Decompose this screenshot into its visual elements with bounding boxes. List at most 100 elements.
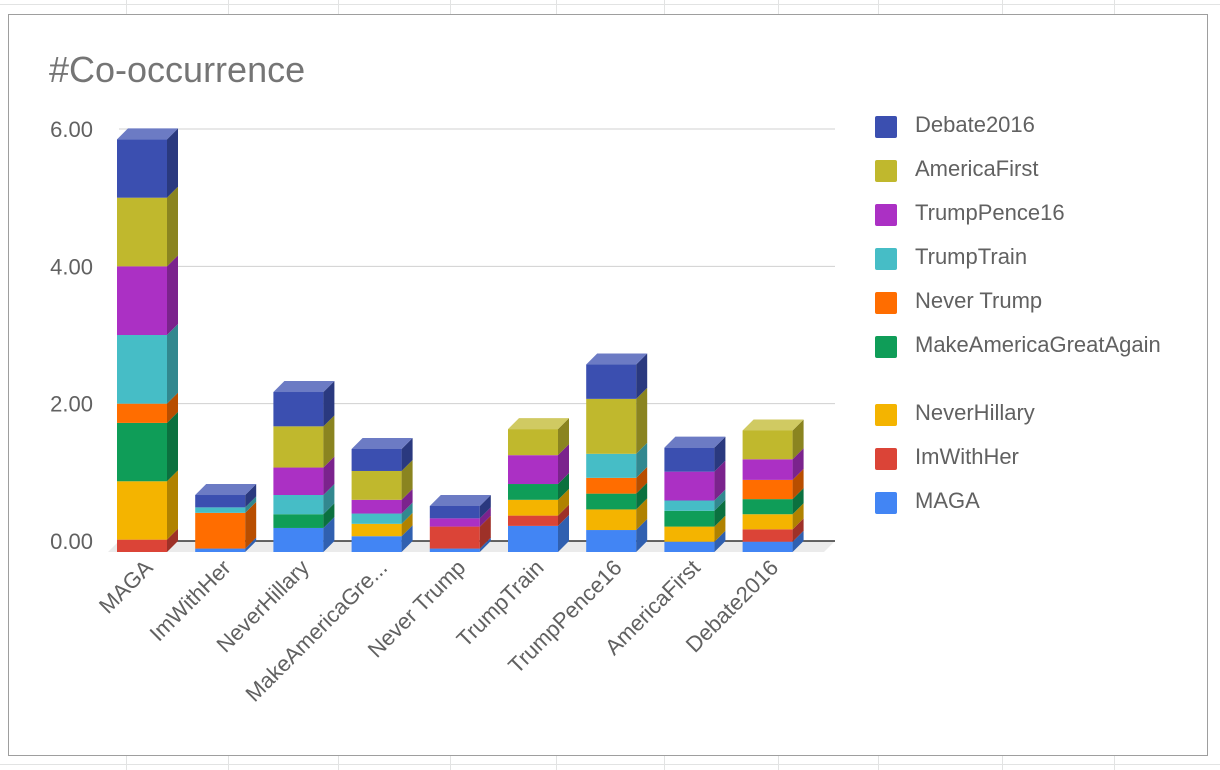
bar-segment	[742, 459, 793, 480]
bar-segment-side	[323, 415, 335, 468]
bar-segment-side	[714, 460, 726, 501]
legend-label: AmericaFirst	[915, 156, 1039, 181]
bar-segment-side	[401, 438, 413, 471]
bar-segment-side	[636, 519, 648, 552]
bar-segment-side	[558, 473, 569, 500]
legend-item[interactable]: TrumpPence16	[875, 201, 1175, 226]
bar-segment	[742, 479, 793, 500]
bar-segment-side	[401, 502, 413, 524]
bar-segment	[273, 514, 324, 528]
bar-segment-side	[479, 515, 491, 549]
bar-segment-side	[636, 466, 648, 494]
y-tick-label: 0.00	[50, 529, 93, 554]
legend-label: MAGA	[915, 488, 980, 513]
legend-item[interactable]: TrumpTrain	[875, 245, 1175, 270]
bar-segment	[429, 526, 480, 549]
legend-item[interactable]: ImWithHer	[875, 445, 1175, 470]
bar-segment	[664, 447, 715, 472]
bar-segment-side	[636, 482, 648, 510]
bar-top	[586, 353, 648, 365]
bar-segment	[117, 422, 167, 482]
bar-segment	[586, 509, 637, 531]
bar-segment	[117, 139, 167, 198]
bar-segment-side	[245, 501, 257, 549]
bar-top	[117, 128, 178, 140]
bar-segment-side	[479, 537, 491, 552]
bar-segment-side	[167, 186, 178, 267]
bar-segment-side	[792, 518, 804, 542]
bar-segment-side	[323, 381, 335, 427]
bar-segment	[351, 523, 402, 537]
bar-segment-side	[558, 514, 569, 552]
bar-segment-side	[323, 456, 335, 496]
bar-segment	[429, 548, 480, 552]
bar-segment-side	[558, 504, 569, 526]
y-tick-label: 4.00	[50, 254, 93, 279]
bar-segment	[664, 541, 715, 552]
bar-segment-side	[714, 515, 726, 542]
plot-area: 0.002.004.006.00MAGAImWithHerNeverHillar…	[50, 117, 835, 707]
y-tick-label: 2.00	[50, 392, 93, 417]
legend-label: Never Trump	[915, 288, 1043, 313]
bar-top	[273, 381, 335, 393]
bar-segment	[273, 467, 324, 496]
legend-item[interactable]: Debate2016	[875, 113, 1175, 138]
legend-item[interactable]: MakeAmericaGreatAgain	[875, 333, 1175, 358]
bar-segment-side	[167, 324, 178, 404]
legend-label: ImWithHer	[915, 444, 1019, 469]
bar-segment-side	[636, 387, 648, 454]
bar-segment-side	[323, 503, 335, 528]
legend-swatch	[875, 160, 897, 182]
bar-segment	[586, 493, 637, 510]
bar-segment	[508, 499, 558, 516]
bar-segment-side	[167, 128, 178, 198]
bar-top	[429, 494, 491, 506]
bar-segment-side	[167, 470, 178, 540]
chart-title: #Co-occurrence	[49, 49, 306, 90]
bar-segment	[117, 403, 167, 423]
bar-segment-side	[714, 499, 726, 527]
legend-swatch	[875, 492, 897, 514]
bar-segment-side	[636, 442, 648, 478]
bar-segment	[664, 500, 715, 511]
bar-segment	[508, 515, 558, 526]
legend-swatch	[875, 204, 897, 226]
bar-segment	[586, 364, 637, 399]
bar-segment	[664, 526, 715, 542]
bar-segment-side	[714, 530, 726, 552]
legend-label: TrumpPence16	[915, 200, 1065, 225]
bar-segment	[117, 335, 167, 404]
bar-segment	[351, 499, 402, 514]
x-tick-label: MAGA	[94, 555, 158, 619]
bar-segment-side	[245, 537, 257, 552]
bar-segment	[508, 525, 558, 552]
bar-segment	[273, 426, 324, 468]
legend-item[interactable]: NeverHillary	[875, 401, 1175, 426]
bar-segment	[273, 495, 324, 515]
bar-segment	[117, 539, 167, 552]
bar-segment-side	[323, 516, 335, 552]
bar-segment-side	[792, 468, 804, 500]
bar-segment	[273, 527, 324, 552]
legend-item[interactable]: Never Trump	[875, 289, 1175, 314]
bar-segment-side	[167, 411, 178, 482]
bar-segment-side	[792, 503, 804, 530]
bar-segment	[742, 529, 793, 542]
bar-segment	[273, 392, 324, 427]
legend-item[interactable]: AmericaFirst	[875, 157, 1175, 182]
legend-swatch	[875, 292, 897, 314]
legend-label: TrumpTrain	[915, 244, 1028, 269]
legend-label: Debate2016	[915, 112, 1035, 137]
chart-card[interactable]: #Co-occurrence 0.00 2.00 4.00 6.00 MAGA ImWit…	[8, 14, 1208, 756]
bar-segment	[742, 514, 793, 530]
legend-label: MakeAmericaGreatAgain	[915, 332, 1161, 357]
bar-segment	[117, 481, 167, 540]
legend-item[interactable]: MAGA	[875, 489, 1175, 514]
bar-segment	[508, 429, 558, 456]
bar-segment	[508, 484, 558, 500]
bar-segment-side	[401, 488, 413, 514]
bar-segment	[586, 398, 637, 454]
bar-segment-side	[167, 528, 178, 552]
bar-segment-side	[479, 494, 491, 519]
bar-segment	[351, 449, 402, 471]
